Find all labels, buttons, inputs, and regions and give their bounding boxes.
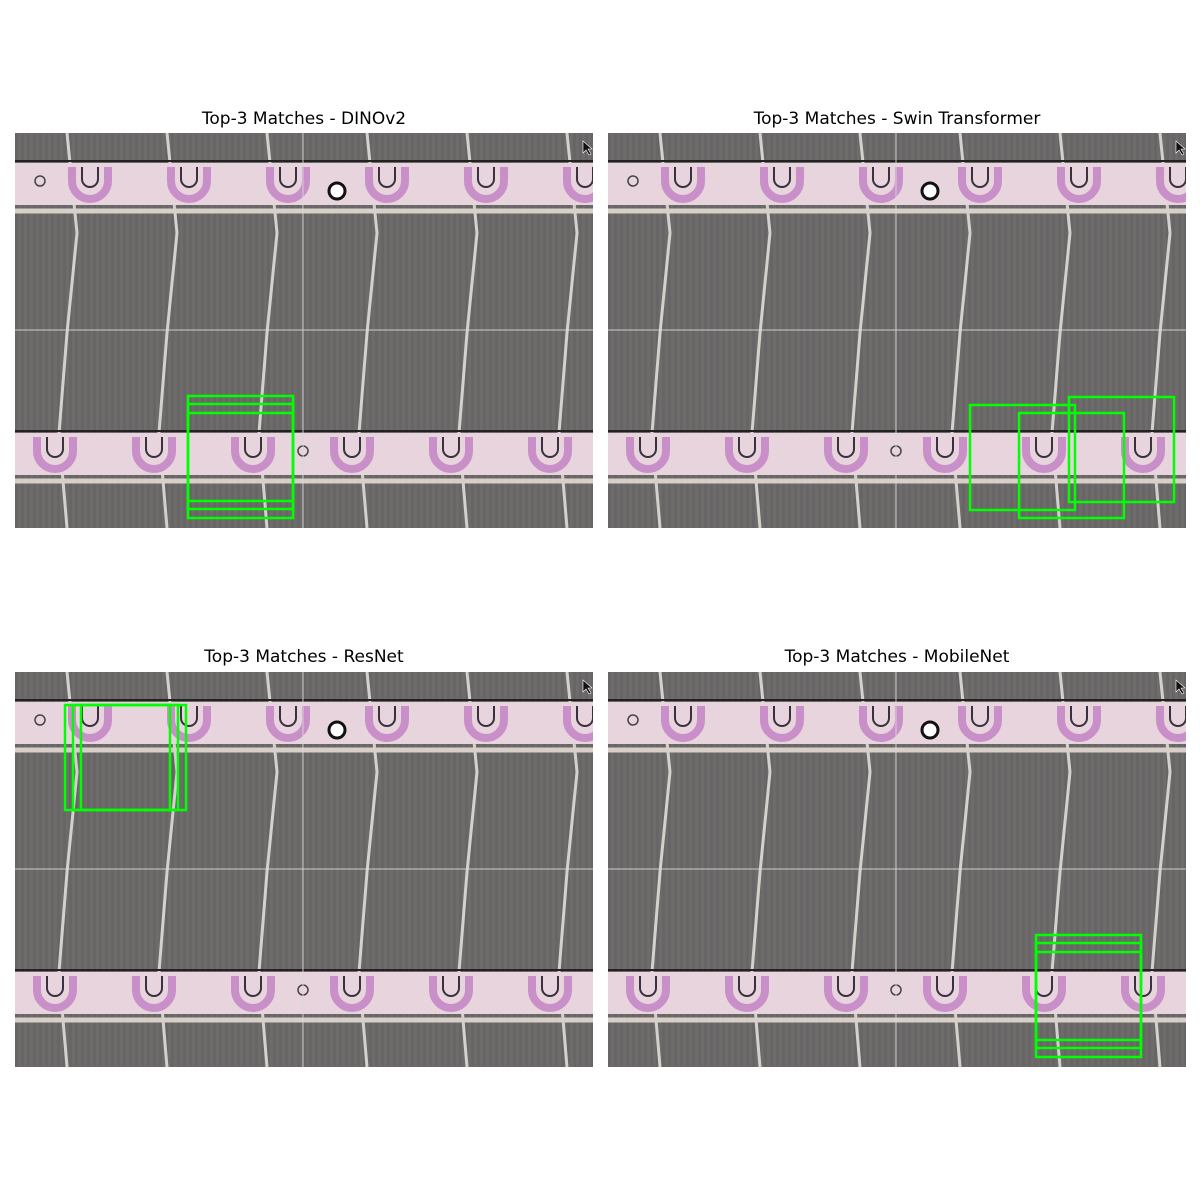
top-band — [608, 160, 1186, 214]
panel-image-resnet — [15, 672, 593, 1067]
panel-title-mobilenet: Top-3 Matches - MobileNet — [784, 647, 1010, 667]
cursor-icon — [1175, 140, 1186, 156]
bottom-band — [608, 430, 1186, 484]
match-boxes — [968, 395, 1176, 520]
bottom-band — [15, 430, 593, 484]
cursor-icon — [582, 140, 593, 156]
crosshair — [608, 672, 1186, 1067]
match-boxes — [186, 394, 295, 520]
panel-title-resnet: Top-3 Matches - ResNet — [204, 647, 404, 667]
hole-marker — [920, 181, 940, 201]
panel-svg — [608, 672, 1186, 1067]
match-boxes — [63, 703, 188, 812]
panel-svg — [15, 672, 593, 1067]
match-box-3 — [1034, 950, 1143, 1059]
match-box-1 — [968, 403, 1077, 512]
match-box-2 — [1067, 395, 1176, 504]
panel-svg — [608, 133, 1186, 528]
panel-title-swin: Top-3 Matches - Swin Transformer — [753, 109, 1041, 129]
top-band — [608, 699, 1186, 753]
hole-marker — [327, 720, 347, 740]
panel-image-dinov2 — [15, 133, 593, 528]
panel-svg — [15, 133, 593, 528]
match-boxes — [1034, 933, 1143, 1059]
match-box-3 — [186, 411, 295, 520]
bottom-band — [608, 969, 1186, 1023]
crosshair — [608, 133, 1186, 528]
panel-title-dinov2: Top-3 Matches - DINOv2 — [201, 109, 407, 129]
bottom-band — [15, 969, 593, 1023]
match-box-3 — [79, 703, 188, 812]
cursor-icon — [1175, 679, 1186, 695]
match-box-3 — [1017, 411, 1126, 520]
panel-image-mobilenet — [608, 672, 1186, 1067]
hole-marker — [327, 181, 347, 201]
crosshair — [15, 672, 593, 1067]
crosshair — [15, 133, 593, 528]
cursor-icon — [582, 679, 593, 695]
top-band — [15, 699, 593, 753]
hole-marker — [920, 720, 940, 740]
panel-image-swin — [608, 133, 1186, 528]
top-band — [15, 160, 593, 214]
